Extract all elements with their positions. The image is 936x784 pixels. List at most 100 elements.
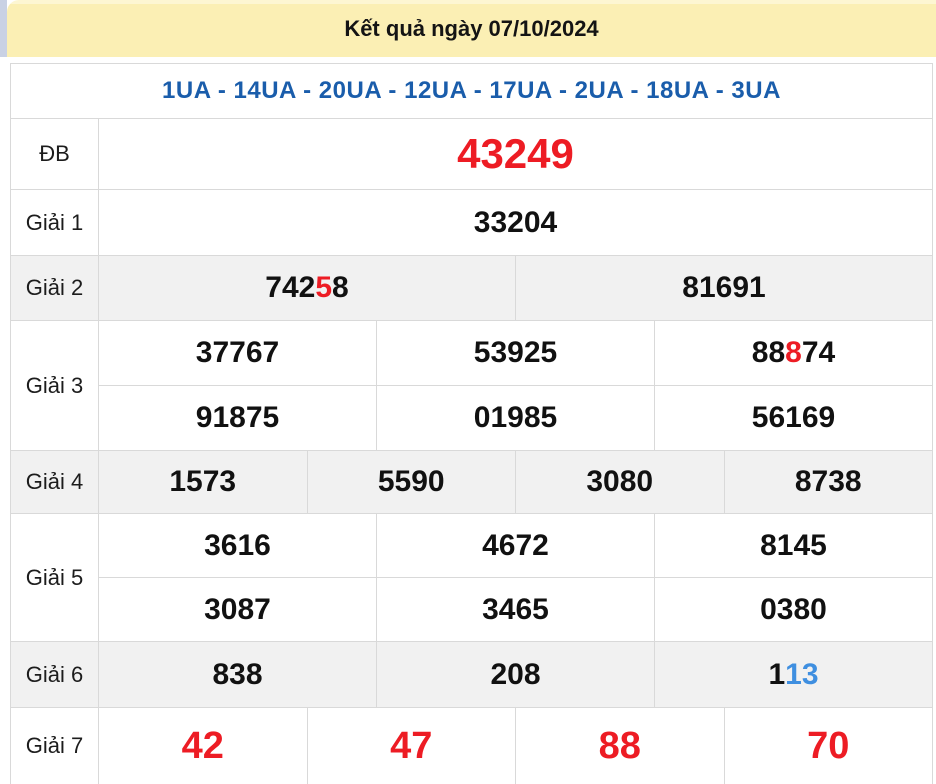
prize-label: ĐB [11,119,99,189]
result-number: 01985 [376,386,654,450]
digits: 1 [768,657,786,691]
result-number: 838 [99,642,376,707]
prize-subrow: 42 47 88 70 [99,708,932,784]
prize-subrow: 43249 [99,119,932,189]
digits: 5590 [377,465,445,498]
prize-values: 742 5 8 81691 [99,256,932,320]
highlighted-digits: 47 [390,724,433,767]
digits: 53925 [473,336,558,369]
result-number: 70 [723,708,933,784]
result-number: 37767 [99,321,376,385]
prize-subrow: 1573 5590 3080 8738 [99,451,932,513]
station-codes-row: 1UA - 14UA - 20UA - 12UA - 17UA - 2UA - … [162,77,781,104]
prize-subrow: 3087 3465 0380 [99,577,932,641]
prize-subrow: 37767 53925 88 8 74 [99,321,932,385]
prize-values: 43249 [99,119,932,189]
highlighted-digits: 43249 [457,130,574,177]
prize-subrow: 742 5 8 81691 [99,256,932,320]
results-banner: Kết quả ngày 07/10/2024 [7,0,936,57]
prize-label: Giải 5 [11,514,99,641]
result-number: 53925 [376,321,654,385]
highlighted-digits: 5 [315,271,333,304]
digits: 8738 [794,465,862,498]
prize-values: 1573 5590 3080 8738 [99,451,932,513]
prize-subrow: 33204 [99,190,932,255]
prize-row-g4: Giải 4 1573 5590 3080 8738 [11,450,932,513]
page-header: Kết quả ngày 07/10/2024 [0,0,936,57]
digits: 838 [212,657,263,691]
prize-label: Giải 7 [11,708,99,784]
prize-row-g7: Giải 7 42 47 88 70 [11,707,932,784]
result-number: 56169 [654,386,932,450]
highlighted-digits: 42 [181,724,224,767]
prize-label: Giải 4 [11,451,99,513]
prize-row-g5: Giải 5 3616 4672 8145 3087 3465 0380 [11,513,932,641]
digits: 91875 [195,401,280,434]
digits: 3087 [204,592,271,626]
result-number: 8145 [654,514,932,577]
result-number: 3616 [99,514,376,577]
digits: 56169 [751,401,836,434]
result-number: 3465 [376,578,654,641]
digits: 37767 [195,336,280,369]
result-number: 91875 [99,386,376,450]
digits: 208 [490,657,541,691]
prize-label: Giải 2 [11,256,99,320]
result-number: 1 13 [654,642,932,707]
digits: 3080 [586,465,654,498]
result-number: 208 [376,642,654,707]
result-number: 1573 [99,451,307,513]
result-number: 5590 [306,451,516,513]
prize-row-g6: Giải 6 838 208 1 13 [11,641,932,707]
digits: 8 [332,271,349,304]
prize-subrow: 3616 4672 8145 [99,514,932,577]
highlighted-digits: 8 [785,336,802,369]
digits: 8145 [760,528,827,562]
result-number: 3080 [515,451,724,513]
digits: 88 [751,336,786,369]
prize-label: Giải 1 [11,190,99,255]
prize-subrow: 838 208 1 13 [99,642,932,707]
lottery-results-table: 1UA - 14UA - 20UA - 12UA - 17UA - 2UA - … [10,63,933,784]
result-number: 88 [515,708,724,784]
prize-values: 42 47 88 70 [99,708,932,784]
result-number: 81691 [515,256,932,320]
digits: 3465 [482,592,549,626]
digits: 33204 [473,205,558,239]
result-number: 0380 [654,578,932,641]
page-background-strip [0,0,7,57]
prize-subrow: 91875 01985 56169 [99,385,932,450]
highlighted-digits: 88 [598,724,641,767]
page-title: Kết quả ngày 07/10/2024 [344,15,599,41]
result-number: 42 [99,708,307,784]
result-number: 3087 [99,578,376,641]
prize-values: 3616 4672 8145 3087 3465 0380 [99,514,932,641]
result-number: 4672 [376,514,654,577]
prize-values: 37767 53925 88 8 74 91875 01985 56169 [99,321,932,450]
digits: 742 [265,271,316,304]
prize-label: Giải 6 [11,642,99,707]
prize-rows-container: ĐB 43249 Giải 1 33204 Giải 2 742 5 8 81691 Giải 3… [11,118,932,784]
digits: 0380 [760,592,827,626]
prize-values: 33204 [99,190,932,255]
prize-row-g2: Giải 2 742 5 8 81691 [11,255,932,320]
result-number: 43249 [99,119,932,189]
prize-row-g1: Giải 1 33204 [11,189,932,255]
digits: 3616 [204,528,271,562]
digits: 74 [801,336,836,369]
result-number: 8738 [723,451,933,513]
digits: 81691 [682,271,766,304]
prize-row-g3: Giải 3 37767 53925 88 8 74 91875 01985 56169 [11,320,932,450]
highlighted-digits: 70 [807,724,850,767]
result-number: 742 5 8 [99,256,515,320]
prize-values: 838 208 1 13 [99,642,932,707]
prize-label: Giải 3 [11,321,99,450]
digits: 1573 [169,465,237,498]
result-number: 47 [306,708,516,784]
result-number: 88 8 74 [654,321,932,385]
digits: 01985 [473,401,558,434]
result-number: 33204 [99,190,932,255]
highlighted-digits: 13 [785,657,819,691]
digits: 4672 [482,528,549,562]
prize-row-db: ĐB 43249 [11,118,932,189]
